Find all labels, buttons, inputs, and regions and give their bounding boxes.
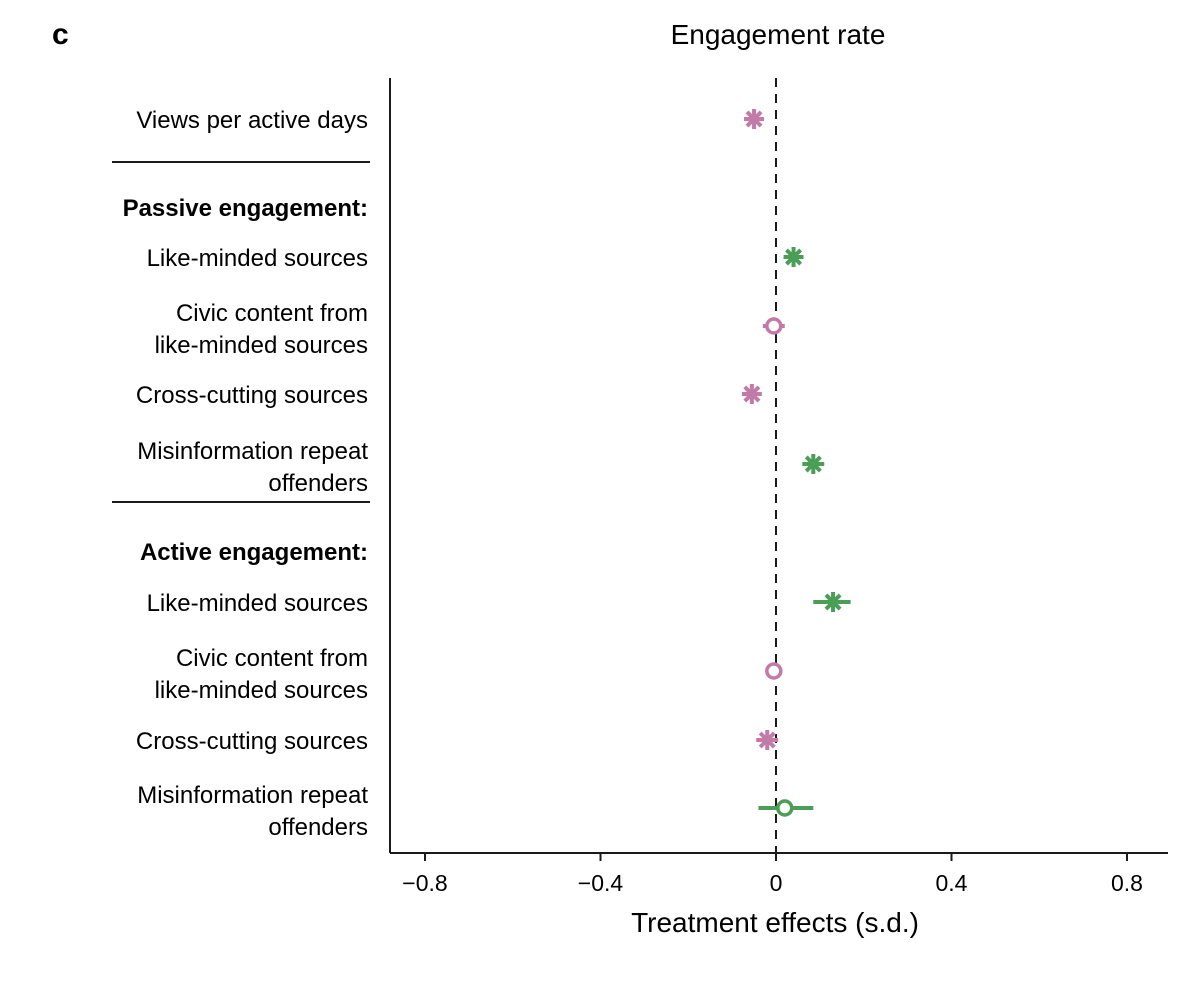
significant-point xyxy=(744,109,765,129)
significant-point xyxy=(757,730,778,750)
nonsignificant-point xyxy=(765,317,783,335)
x-tick-label: −0.4 xyxy=(578,870,624,896)
row-label: Civic content from like-minded sources xyxy=(155,645,368,704)
x-tick-label: 0.8 xyxy=(1111,870,1143,896)
significant-point xyxy=(741,384,762,404)
chart-title: Engagement rate xyxy=(671,19,886,50)
row-label: Misinformation repeat offenders xyxy=(137,782,368,841)
nonsignificant-point xyxy=(765,662,783,680)
nonsignificant-point xyxy=(776,799,794,817)
marks-layer xyxy=(741,109,851,817)
section-header: Passive engagement: xyxy=(123,195,368,222)
section-header: Active engagement: xyxy=(140,539,368,566)
x-axis-label: Treatment effects (s.d.) xyxy=(631,907,919,938)
x-tick-label: −0.8 xyxy=(402,870,447,896)
x-tick-label: 0.4 xyxy=(936,870,968,896)
row-label: Like-minded sources xyxy=(147,590,368,617)
x-tick-label: 0 xyxy=(770,870,783,896)
significant-point xyxy=(803,454,824,474)
row-label: Civic content from like-minded sources xyxy=(155,300,368,359)
row-label: Like-minded sources xyxy=(147,245,368,272)
row-label: Cross-cutting sources xyxy=(136,382,368,409)
rows-layer: Views per active days Passive engagement:… xyxy=(112,107,370,841)
panel-label: c xyxy=(52,18,69,51)
row-label: Cross-cutting sources xyxy=(136,728,368,755)
axis-layer: −0.8 −0.4 0 0.4 0.8 xyxy=(389,78,1168,896)
significant-point xyxy=(823,592,844,612)
significant-point xyxy=(783,247,804,267)
row-label: Misinformation repeat offenders xyxy=(137,438,368,497)
row-label: Views per active days xyxy=(136,107,368,134)
